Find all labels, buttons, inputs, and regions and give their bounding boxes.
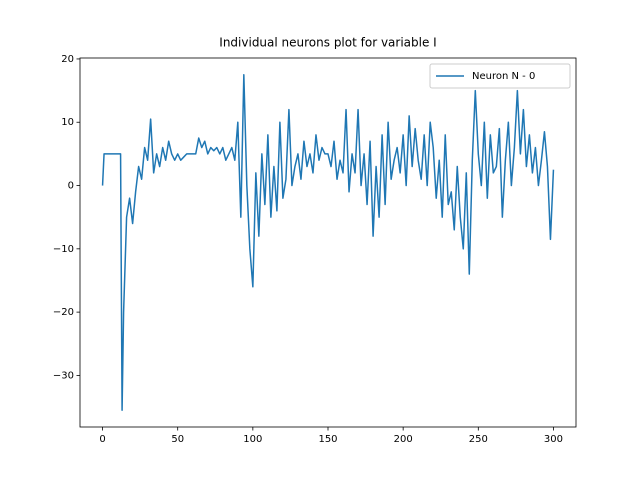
x-tick-label: 100 <box>243 434 262 445</box>
x-tick-label: 300 <box>544 434 563 445</box>
y-tick-label: −30 <box>53 370 74 381</box>
y-tick-label: 0 <box>68 181 74 192</box>
x-tick-label: 150 <box>318 434 337 445</box>
legend-label: Neuron N - 0 <box>472 71 535 82</box>
x-tick-label: 50 <box>171 434 184 445</box>
y-tick-label: 20 <box>61 54 74 65</box>
x-tick-label: 200 <box>394 434 413 445</box>
x-tick-label: 0 <box>99 434 105 445</box>
plot-frame <box>79 57 577 428</box>
chart-title: Individual neurons plot for variable I <box>219 36 436 50</box>
y-tick-label: −20 <box>53 307 74 318</box>
x-tick-label: 250 <box>469 434 488 445</box>
legend-box <box>429 63 571 89</box>
y-tick-label: −10 <box>53 244 74 255</box>
y-tick-label: 10 <box>61 117 74 128</box>
data-line <box>101 74 555 411</box>
